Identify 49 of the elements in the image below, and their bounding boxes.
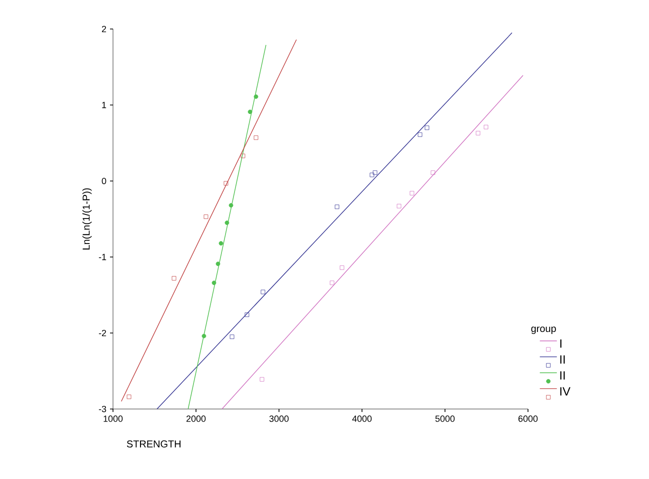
point (248, 110, 252, 114)
point (204, 214, 208, 219)
point (372, 170, 378, 175)
point (476, 130, 480, 136)
point (424, 126, 430, 130)
legend-label: II (560, 371, 565, 380)
x-tick-label: 5000 (435, 416, 455, 422)
point (244, 312, 250, 317)
legend-label: IV (560, 387, 570, 396)
point (340, 265, 344, 270)
y-tick-label: -1 (98, 254, 106, 260)
point (370, 172, 374, 178)
point (484, 124, 488, 130)
legend-label: I (560, 339, 562, 348)
point (218, 241, 224, 246)
legend-label: II (560, 355, 565, 364)
y-tick-label: -2 (98, 330, 106, 336)
point (396, 204, 402, 208)
point (202, 334, 206, 338)
y-axis-title: Ln(Ln(1/(1-P)) (82, 188, 92, 250)
y-tick-label: 1 (102, 102, 106, 108)
point (418, 132, 422, 137)
x-tick-label: 6000 (518, 416, 538, 422)
y-tick-label: 0 (102, 178, 106, 184)
point (230, 334, 234, 339)
point (224, 181, 228, 186)
point (216, 262, 220, 266)
point (410, 190, 414, 196)
point (334, 204, 340, 210)
point (330, 280, 334, 286)
x-tick-label: 3000 (269, 416, 289, 422)
point (430, 170, 436, 175)
point (254, 135, 258, 140)
point (240, 154, 246, 158)
point (228, 203, 234, 208)
x-axis-title: STRENGTH (126, 440, 180, 448)
point (224, 220, 230, 225)
point (260, 290, 266, 294)
y-tick-label: 2 (102, 26, 106, 32)
y-tick-label: -3 (98, 406, 106, 412)
x-tick-label: 2000 (186, 416, 206, 422)
point (212, 280, 216, 286)
legend-title: group (531, 326, 556, 334)
x-tick-label: 1000 (104, 416, 123, 422)
point (254, 94, 258, 99)
point (126, 394, 132, 400)
point (260, 377, 264, 382)
x-tick-label: 4000 (352, 416, 372, 422)
point (172, 276, 176, 280)
